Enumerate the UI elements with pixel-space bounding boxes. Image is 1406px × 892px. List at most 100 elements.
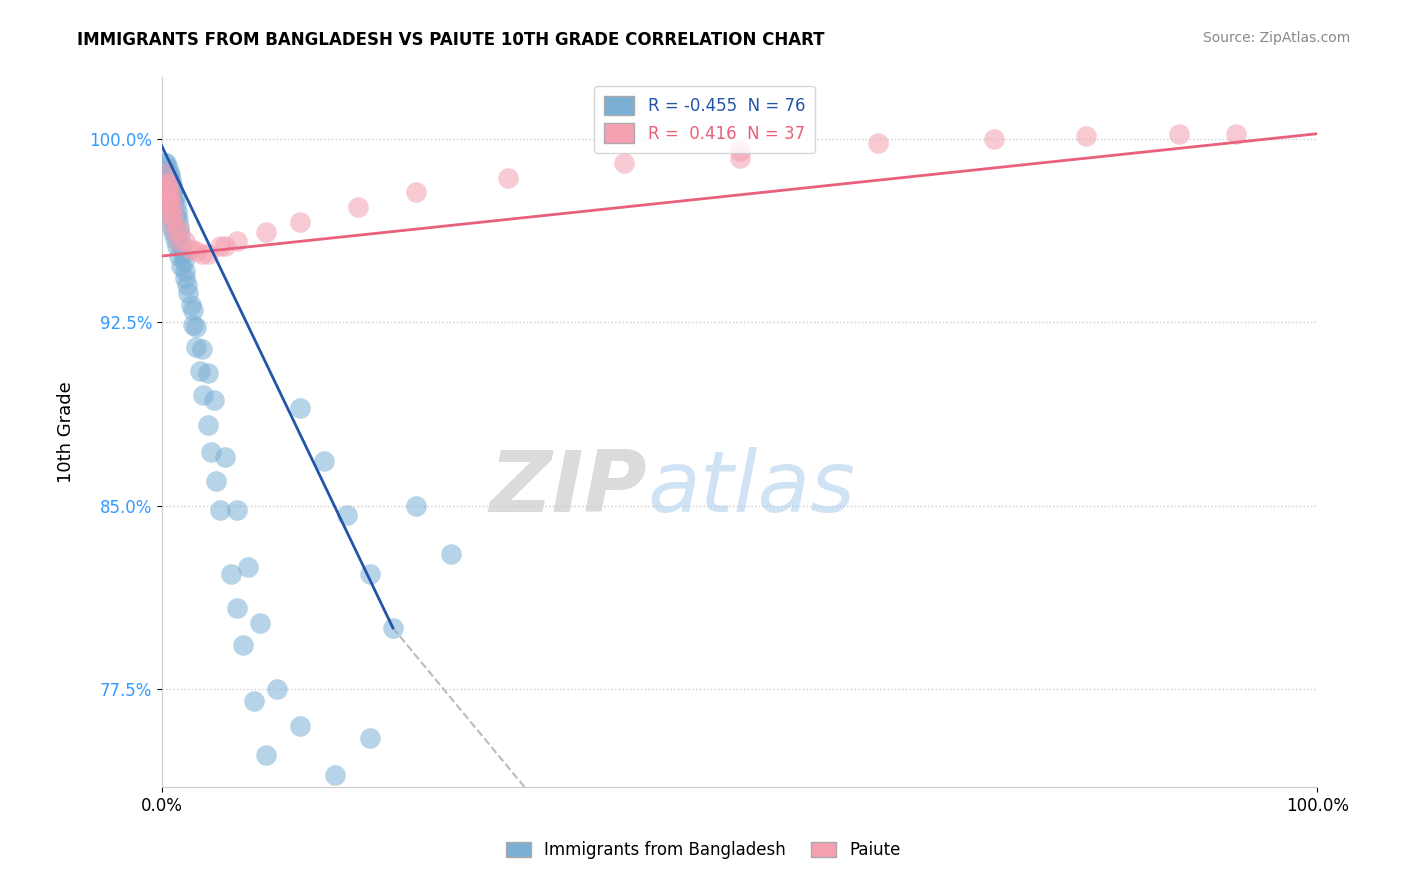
- Point: [728, 151, 751, 165]
- Point: [167, 212, 190, 227]
- Point: [162, 225, 184, 239]
- Point: [186, 339, 208, 353]
- Point: [225, 601, 247, 615]
- Point: [290, 401, 312, 415]
- Point: [180, 298, 202, 312]
- Point: [157, 193, 180, 207]
- Point: [191, 342, 214, 356]
- Point: [208, 503, 231, 517]
- Point: [177, 285, 200, 300]
- Point: [440, 548, 463, 562]
- Point: [200, 444, 222, 458]
- Point: [160, 186, 183, 200]
- Point: [160, 178, 183, 192]
- Point: [160, 202, 183, 217]
- Point: [162, 183, 184, 197]
- Point: [219, 567, 242, 582]
- Point: [165, 197, 187, 211]
- Point: [162, 210, 184, 224]
- Point: [498, 170, 520, 185]
- Point: [193, 388, 215, 402]
- Point: [186, 320, 208, 334]
- Point: [172, 246, 194, 260]
- Point: [202, 393, 225, 408]
- Y-axis label: 10th Grade: 10th Grade: [58, 381, 75, 483]
- Point: [156, 193, 179, 207]
- Text: atlas: atlas: [647, 448, 855, 531]
- Point: [214, 239, 236, 253]
- Point: [159, 205, 181, 219]
- Point: [176, 278, 198, 293]
- Point: [170, 259, 193, 273]
- Point: [159, 187, 181, 202]
- Point: [155, 156, 177, 170]
- Point: [157, 166, 180, 180]
- Point: [159, 205, 181, 219]
- Point: [232, 638, 254, 652]
- Point: [238, 559, 260, 574]
- Point: [613, 156, 636, 170]
- Point: [266, 681, 288, 696]
- Point: [165, 210, 187, 224]
- Legend: Immigrants from Bangladesh, Paiute: Immigrants from Bangladesh, Paiute: [499, 835, 907, 866]
- Point: [347, 200, 370, 214]
- Text: ZIP: ZIP: [489, 448, 647, 531]
- Point: [160, 219, 183, 234]
- Text: Source: ZipAtlas.com: Source: ZipAtlas.com: [1202, 31, 1350, 45]
- Point: [1167, 127, 1189, 141]
- Point: [359, 567, 381, 582]
- Point: [160, 190, 183, 204]
- Point: [181, 318, 204, 332]
- Legend: R = -0.455  N = 76, R =  0.416  N = 37: R = -0.455 N = 76, R = 0.416 N = 37: [595, 86, 815, 153]
- Point: [868, 136, 890, 151]
- Point: [225, 235, 247, 249]
- Point: [163, 190, 186, 204]
- Point: [290, 719, 312, 733]
- Point: [208, 239, 231, 253]
- Point: [290, 215, 312, 229]
- Point: [159, 190, 181, 204]
- Point: [180, 242, 202, 256]
- Point: [312, 454, 335, 468]
- Point: [160, 212, 183, 227]
- Point: [160, 215, 183, 229]
- Point: [159, 169, 181, 183]
- Text: IMMIGRANTS FROM BANGLADESH VS PAIUTE 10TH GRADE CORRELATION CHART: IMMIGRANTS FROM BANGLADESH VS PAIUTE 10T…: [77, 31, 825, 49]
- Point: [167, 235, 190, 249]
- Point: [249, 615, 271, 630]
- Point: [205, 474, 228, 488]
- Point: [155, 178, 177, 192]
- Point: [167, 222, 190, 236]
- Point: [728, 144, 751, 158]
- Point: [167, 219, 190, 234]
- Point: [188, 364, 211, 378]
- Point: [156, 183, 179, 197]
- Point: [157, 180, 180, 194]
- Point: [167, 249, 190, 263]
- Point: [405, 186, 427, 200]
- Point: [1225, 127, 1247, 141]
- Point: [173, 253, 195, 268]
- Point: [166, 205, 188, 219]
- Point: [174, 263, 197, 277]
- Point: [156, 187, 179, 202]
- Point: [157, 200, 180, 214]
- Point: [166, 239, 188, 253]
- Point: [157, 176, 180, 190]
- Point: [156, 161, 179, 175]
- Point: [381, 621, 404, 635]
- Point: [254, 225, 277, 239]
- Point: [225, 503, 247, 517]
- Point: [162, 195, 184, 210]
- Point: [197, 417, 219, 432]
- Point: [155, 156, 177, 170]
- Point: [156, 176, 179, 190]
- Point: [160, 195, 183, 210]
- Point: [186, 244, 208, 259]
- Point: [163, 232, 186, 246]
- Point: [254, 747, 277, 762]
- Point: [160, 173, 183, 187]
- Point: [181, 302, 204, 317]
- Point: [159, 178, 181, 192]
- Point: [266, 805, 288, 819]
